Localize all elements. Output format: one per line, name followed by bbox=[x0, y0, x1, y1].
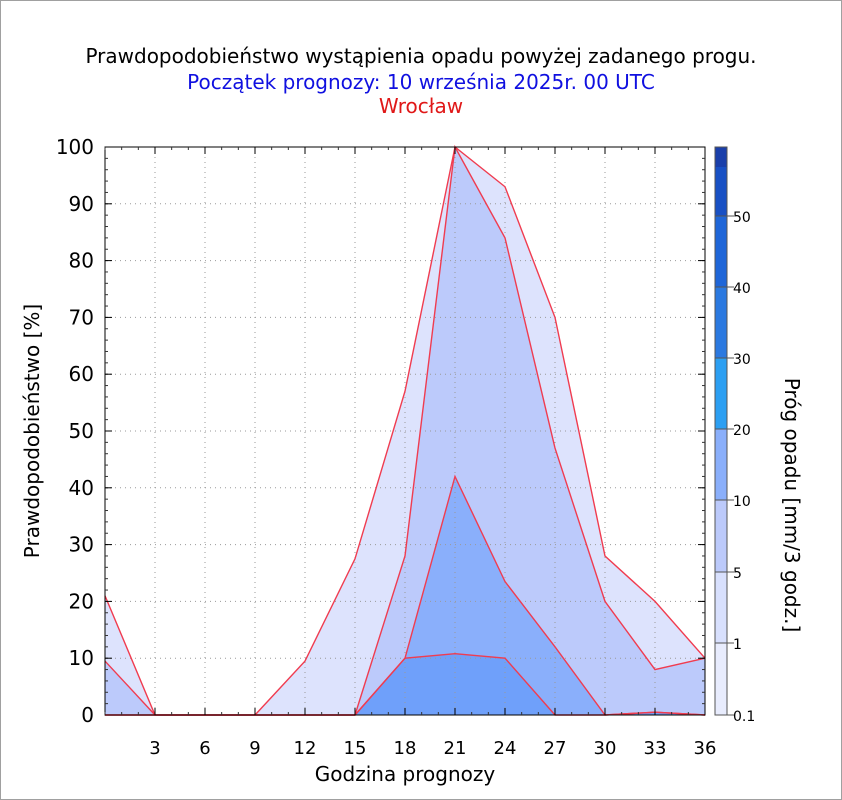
chart-title: Prawdopodobieństwo wystąpienia opadu pow… bbox=[85, 44, 757, 68]
area-threshold-10 bbox=[105, 653, 705, 715]
y-tick-label: 40 bbox=[69, 476, 94, 500]
x-tick-label: 36 bbox=[694, 738, 717, 759]
colorbar-label: Próg opadu [mm/3 godz.] bbox=[780, 378, 804, 633]
x-tick-label: 18 bbox=[394, 738, 417, 759]
area-threshold-5 bbox=[105, 476, 705, 715]
colorbar-segment bbox=[715, 572, 727, 643]
colorbar-segment bbox=[715, 216, 727, 287]
x-tick-label: 30 bbox=[594, 738, 617, 759]
y-tick-label: 50 bbox=[69, 419, 94, 443]
colorbar-tick-label: 5 bbox=[733, 566, 742, 582]
x-tick-label: 24 bbox=[494, 738, 517, 759]
colorbar-tick-label: 0.1 bbox=[733, 709, 755, 725]
y-axis-label: Prawdopodobieństwo [%] bbox=[20, 304, 44, 558]
y-tick-label: 80 bbox=[69, 249, 94, 273]
x-tick-label: 9 bbox=[249, 738, 260, 759]
colorbar-segment bbox=[715, 358, 727, 429]
x-tick-label: 15 bbox=[344, 738, 367, 759]
chart-subtitle: Początek prognozy: 10 września 2025r. 00… bbox=[187, 70, 655, 94]
x-tick-label: 3 bbox=[149, 738, 160, 759]
y-tick-label: 20 bbox=[69, 589, 94, 613]
colorbar-tick-label: 40 bbox=[733, 281, 751, 297]
y-tick-label: 30 bbox=[69, 533, 94, 557]
station-name: Wrocław bbox=[378, 94, 464, 118]
y-tick-label: 100 bbox=[56, 135, 94, 159]
y-tick-label: 0 bbox=[81, 703, 94, 727]
colorbar-tick-label: 20 bbox=[733, 423, 751, 439]
colorbar-tick-label: 1 bbox=[733, 637, 742, 653]
colorbar-segment bbox=[715, 500, 727, 572]
y-tick-label: 10 bbox=[69, 646, 94, 670]
x-tick-label: 12 bbox=[294, 738, 317, 759]
colorbar-segment bbox=[715, 429, 727, 500]
colorbar-segment bbox=[715, 147, 727, 167]
colorbar-tick-label: 10 bbox=[733, 494, 751, 510]
x-axis-label: Godzina prognozy bbox=[315, 762, 496, 786]
colorbar-tick-label: 30 bbox=[733, 352, 751, 368]
y-tick-label: 70 bbox=[69, 305, 94, 329]
colorbar-segment bbox=[715, 287, 727, 358]
x-tick-label: 33 bbox=[644, 738, 667, 759]
x-tick-label: 27 bbox=[544, 738, 567, 759]
x-tick-label: 6 bbox=[199, 738, 210, 759]
y-tick-label: 90 bbox=[69, 192, 94, 216]
y-tick-label: 60 bbox=[69, 362, 94, 386]
colorbar-segment bbox=[715, 643, 727, 715]
x-tick-label: 21 bbox=[444, 738, 467, 759]
colorbar-tick-label: 50 bbox=[733, 210, 751, 226]
